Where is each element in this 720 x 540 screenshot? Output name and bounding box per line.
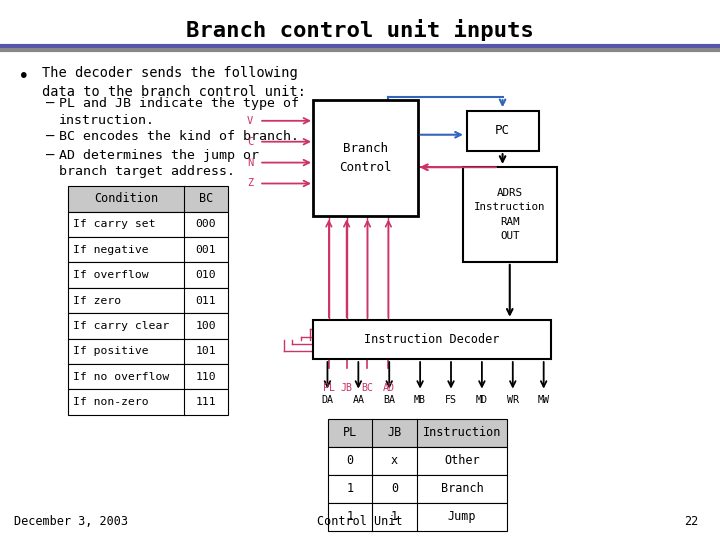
Bar <box>328 447 507 475</box>
Bar <box>68 313 228 339</box>
Bar <box>68 339 228 364</box>
Text: Control Unit: Control Unit <box>318 515 402 528</box>
Text: AD determines the jump or
branch target address.: AD determines the jump or branch target … <box>59 148 259 179</box>
Text: BA: BA <box>383 395 395 406</box>
Text: BC encodes the kind of branch.: BC encodes the kind of branch. <box>59 130 299 143</box>
Bar <box>328 503 507 531</box>
Text: If carry clear: If carry clear <box>73 321 169 331</box>
Text: 1: 1 <box>346 482 354 495</box>
Text: DA: DA <box>321 395 333 406</box>
Text: Branch: Branch <box>441 482 483 495</box>
Text: Branch control unit inputs: Branch control unit inputs <box>186 19 534 41</box>
Text: •: • <box>18 68 30 86</box>
Text: 0: 0 <box>391 482 398 495</box>
Text: MB: MB <box>414 395 426 406</box>
Text: 100: 100 <box>196 321 216 331</box>
Text: AA: AA <box>352 395 364 406</box>
Text: 111: 111 <box>196 397 216 407</box>
Bar <box>68 364 228 389</box>
Text: –: – <box>46 148 55 163</box>
Text: PL: PL <box>323 383 335 394</box>
Text: AD: AD <box>382 383 395 394</box>
Text: Instruction: Instruction <box>423 426 501 439</box>
Text: If negative: If negative <box>73 245 148 255</box>
Text: December 3, 2003: December 3, 2003 <box>14 515 128 528</box>
Text: 011: 011 <box>196 295 216 306</box>
Text: 010: 010 <box>196 270 216 280</box>
Bar <box>68 186 228 212</box>
Bar <box>328 475 507 503</box>
Text: 22: 22 <box>684 515 698 528</box>
Text: BC: BC <box>361 383 374 394</box>
Text: 1: 1 <box>391 510 398 523</box>
Text: 0: 0 <box>346 454 354 467</box>
Text: If positive: If positive <box>73 346 148 356</box>
Text: PC: PC <box>495 124 510 138</box>
Bar <box>328 418 507 447</box>
Text: 110: 110 <box>196 372 216 382</box>
Bar <box>313 100 418 216</box>
Text: Instruction Decoder: Instruction Decoder <box>364 333 500 346</box>
Bar <box>68 288 228 313</box>
Text: 1: 1 <box>346 510 354 523</box>
Text: JB: JB <box>341 383 353 394</box>
Bar <box>313 320 551 359</box>
Text: Jump: Jump <box>448 510 476 523</box>
Bar <box>463 167 557 262</box>
Bar <box>68 262 228 288</box>
Text: PL: PL <box>343 426 357 439</box>
Text: –: – <box>46 97 55 111</box>
Text: If no overflow: If no overflow <box>73 372 169 382</box>
Text: If zero: If zero <box>73 295 121 306</box>
Text: MD: MD <box>476 395 488 406</box>
Text: JB: JB <box>387 426 402 439</box>
Text: V: V <box>247 116 253 126</box>
Text: –: – <box>46 130 55 144</box>
Text: If carry set: If carry set <box>73 219 156 230</box>
Text: The decoder sends the following
data to the branch control unit:: The decoder sends the following data to … <box>42 66 306 99</box>
Text: FS: FS <box>445 395 457 406</box>
Bar <box>68 212 228 237</box>
Bar <box>68 237 228 262</box>
Text: BC: BC <box>199 192 213 206</box>
Text: N: N <box>247 158 253 167</box>
Text: If non-zero: If non-zero <box>73 397 148 407</box>
Text: PL and JB indicate the type of
instruction.: PL and JB indicate the type of instructi… <box>59 97 299 127</box>
Text: Other: Other <box>444 454 480 467</box>
Text: Z: Z <box>247 179 253 188</box>
Text: ADRS
Instruction
RAM
OUT: ADRS Instruction RAM OUT <box>474 188 546 241</box>
Text: If overflow: If overflow <box>73 270 148 280</box>
Bar <box>68 389 228 415</box>
Text: 101: 101 <box>196 346 216 356</box>
Text: 000: 000 <box>196 219 216 230</box>
Bar <box>467 111 539 151</box>
Text: x: x <box>391 454 398 467</box>
Text: WR: WR <box>507 395 519 406</box>
Text: MW: MW <box>538 395 549 406</box>
Text: C: C <box>247 137 253 147</box>
Text: 001: 001 <box>196 245 216 255</box>
Text: Branch
Control: Branch Control <box>339 142 392 174</box>
Text: Condition: Condition <box>94 192 158 206</box>
